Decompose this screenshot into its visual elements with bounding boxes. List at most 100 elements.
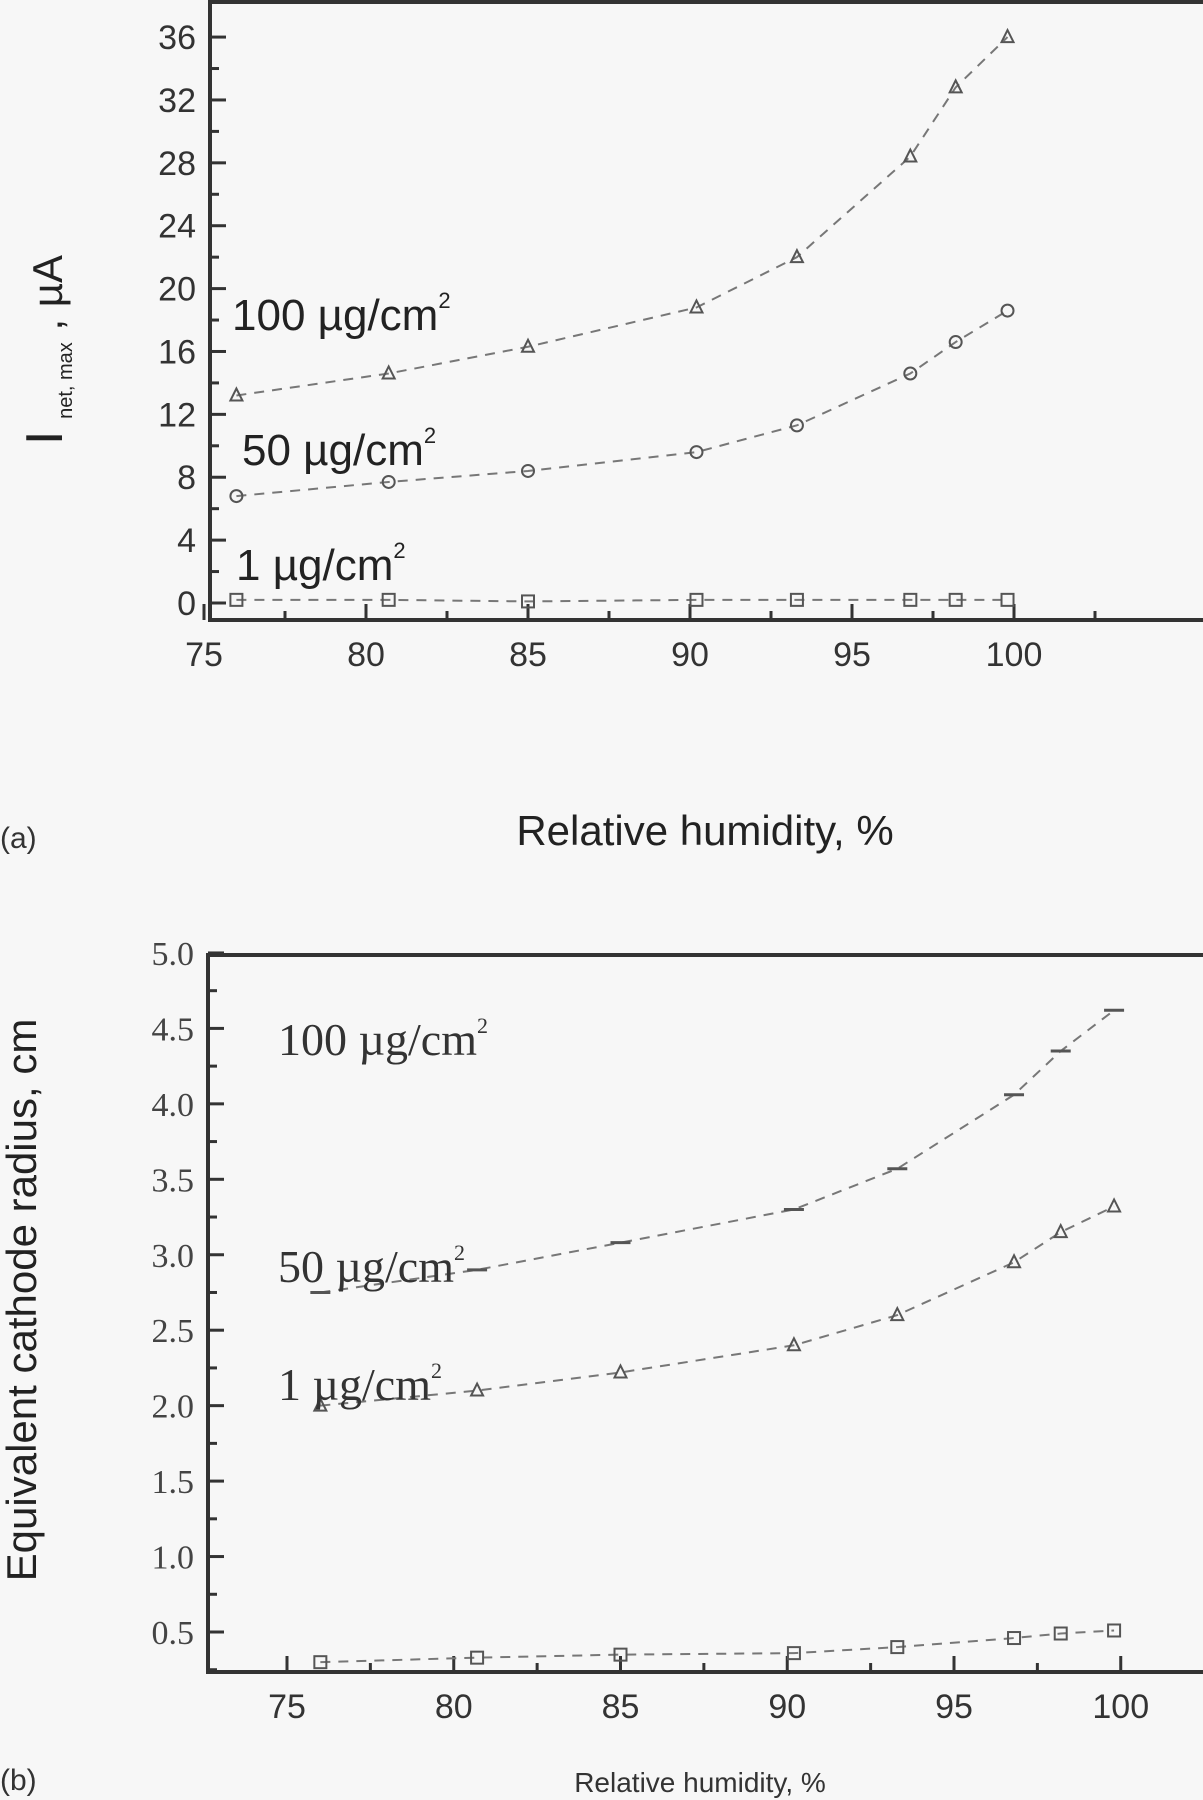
annotations-b: 100 µg/cm2 50 µg/cm2 1 µg/cm2 [278,1013,488,1410]
y-tick-label: 4 [177,522,196,560]
plot-area-b [206,953,1203,1674]
x-tick-label: 85 [509,636,547,674]
x-tick-label: 90 [671,636,709,674]
data-point-marker [229,592,244,607]
series-group-b [310,1008,1125,1670]
y-tick-label: 3.0 [152,1238,195,1275]
y-tick-label: 36 [158,19,196,57]
data-point-marker [786,1646,801,1661]
x-tick-label: 95 [833,636,871,674]
data-point-marker [381,474,396,489]
data-point-marker [789,247,805,264]
data-point-marker [229,489,244,504]
data-point-marker [469,1381,485,1397]
data-point-marker [789,418,804,433]
data-point-marker [999,27,1016,44]
ylabel-unit-a: , µA [24,255,71,331]
data-point-marker [903,366,918,381]
chart-panel-a: 0 4 8 12 16 20 24 28 32 36 75 80 85 90 95 100 100 µg/c… [0,0,1203,855]
y-axis-title-a: I net, max , µA [16,255,81,445]
y-tick-label: 0.5 [152,1615,195,1652]
x-axis-b: 75 80 85 90 95 100 [268,1656,1149,1726]
y-tick-label: 1.0 [152,1540,195,1577]
panel-label-a: (a) [0,822,37,855]
data-point-marker [890,1640,905,1655]
data-point-marker [612,1363,629,1379]
series-line [236,36,1009,397]
data-point-marker [1006,1253,1022,1269]
x-axis-a: 75 80 85 90 95 100 [185,604,1097,674]
series-line [236,598,1008,603]
y-tick-label: 2.0 [152,1389,195,1426]
y-tick-label: 8 [177,459,196,497]
y-tick-label: 20 [158,271,196,309]
x-tick-label: 100 [1092,1688,1149,1726]
y-tick-label: 32 [158,82,196,120]
data-point-marker [902,147,918,163]
data-point-marker [1000,592,1015,607]
y-tick-label: 16 [158,333,196,371]
data-point-marker [521,463,535,478]
series-annotation: 50 µg/cm2 [242,423,436,475]
x-tick-label: 90 [768,1688,806,1726]
data-point-marker [1007,1631,1022,1646]
data-point-marker [520,337,536,353]
data-point-marker [1000,303,1015,318]
series-annotation: 50 µg/cm2 [278,1240,465,1292]
data-point-marker [689,445,704,460]
data-point-marker [948,592,963,607]
series-line [320,1205,1115,1407]
data-point-marker [613,1647,628,1662]
x-tick-label: 85 [602,1688,640,1726]
x-axis-title-a: Relative humidity, % [516,807,893,854]
series-group-a [228,27,1016,609]
data-point-marker [521,594,535,609]
x-tick-label: 75 [268,1688,306,1726]
x-tick-label: 80 [347,636,385,674]
series-annotation: 1 µg/cm2 [278,1358,442,1410]
data-point-marker [789,592,804,607]
data-point-marker [903,592,918,607]
annotations-a: 100 µg/cm2 50 µg/cm2 1 µg/cm2 [232,288,451,590]
data-point-marker [948,335,963,350]
data-point-marker [381,364,397,380]
series-line [320,1629,1115,1664]
y-tick-label: 5.0 [152,936,195,973]
data-point-marker [1107,1623,1122,1638]
x-tick-label: 75 [185,636,223,674]
data-point-marker [312,1396,328,1412]
data-point-marker [1053,1626,1068,1641]
chart-panel-b: 0.5 1.0 1.5 2.0 2.5 3.0 3.5 4.0 4.5 5.0 75 80 85 90 9… [0,936,1203,1798]
y-tick-label: 28 [158,145,196,183]
data-point-marker [1053,1222,1069,1239]
y-tick-label: 12 [158,396,196,434]
x-tick-label: 95 [935,1688,973,1726]
data-point-marker [1106,1197,1122,1213]
x-tick-label: 100 [986,636,1043,674]
data-point-marker [228,386,245,402]
data-point-marker [470,1650,485,1665]
data-point-marker [688,298,705,314]
ylabel-sub-a: net, max [55,342,77,419]
y-tick-label: 2.5 [152,1313,195,1350]
y-axis-title-b: Equivalent cathode radius, cm [0,1019,45,1582]
panel-label-b: (b) [0,1764,37,1797]
y-tick-label: 1.5 [152,1464,195,1501]
data-point-marker [313,1655,328,1670]
series-annotation: 1 µg/cm2 [236,538,406,590]
data-point-marker [381,592,396,607]
y-tick-label: 4.0 [152,1087,195,1124]
y-axis-a: 0 4 8 12 16 20 24 28 32 36 [158,19,226,623]
data-point-marker [889,1305,905,1322]
x-tick-label: 80 [435,1688,473,1726]
y-tick-label: 3.5 [152,1162,195,1199]
series-annotation: 100 µg/cm2 [232,288,451,340]
y-axis-b: 0.5 1.0 1.5 2.0 2.5 3.0 3.5 4.0 4.5 5.0 [152,936,224,1672]
svg-text:I net, max , µ: I net, max , µA [16,255,81,445]
series-annotation: 100 µg/cm2 [278,1013,488,1065]
data-point-marker [948,78,964,94]
series-line [320,1009,1115,1294]
y-tick-label: 0 [177,585,196,623]
y-tick-label: 4.5 [152,1011,195,1048]
